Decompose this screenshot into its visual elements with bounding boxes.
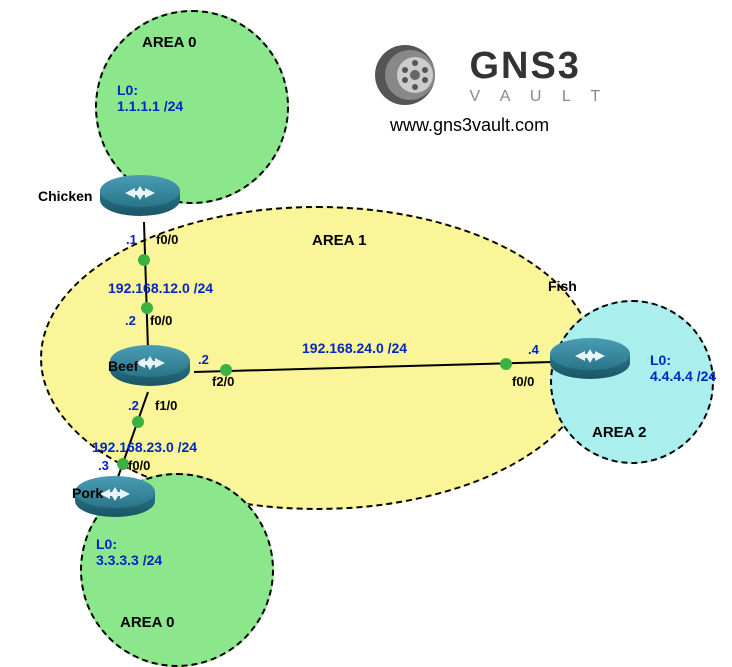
loopback-addr: 4.4.4.4 /24 [650, 368, 716, 384]
ip-label: .2 [198, 352, 209, 367]
subnet-beef-pork: 192.168.23.0 /24 [92, 439, 197, 455]
area0-top-label: AREA 0 [142, 34, 196, 51]
ip-label: .2 [125, 313, 136, 328]
subnet-beef-fish: 192.168.24.0 /24 [302, 340, 407, 356]
router-icon [120, 183, 160, 203]
router-label-pork: Pork [72, 485, 103, 501]
intf-label: f0/0 [150, 313, 172, 328]
ip-label: .3 [98, 458, 109, 473]
link-dot [132, 416, 144, 428]
loopback-addr: 3.3.3.3 /24 [96, 552, 162, 568]
router-chicken [100, 175, 180, 225]
loopback-fish: L0: 4.4.4.4 /24 [650, 352, 716, 384]
area1-label: AREA 1 [312, 232, 366, 249]
loopback-l0: L0: [96, 536, 117, 552]
router-icon [570, 346, 610, 366]
intf-label: f0/0 [128, 458, 150, 473]
ip-label: .2 [128, 398, 139, 413]
subnet-chicken-beef: 192.168.12.0 /24 [108, 280, 213, 296]
link-dot [138, 254, 150, 266]
area2-label: AREA 2 [592, 424, 646, 441]
ip-label: .4 [528, 342, 539, 357]
loopback-addr: 1.1.1.1 /24 [117, 98, 183, 114]
intf-label: f0/0 [156, 232, 178, 247]
router-label-fish: Fish [548, 278, 577, 294]
loopback-chicken: L0: 1.1.1.1 /24 [117, 82, 183, 114]
area0-bottom-label: AREA 0 [120, 614, 174, 631]
ip-label: .1 [126, 232, 137, 247]
link-beef-fish [194, 362, 552, 372]
loopback-pork: L0: 3.3.3.3 /24 [96, 536, 162, 568]
router-label-chicken: Chicken [38, 188, 92, 204]
intf-label: f0/0 [512, 374, 534, 389]
loopback-l0: L0: [650, 352, 671, 368]
loopback-l0: L0: [117, 82, 138, 98]
intf-label: f1/0 [155, 398, 177, 413]
intf-label: f2/0 [212, 374, 234, 389]
router-pork [75, 476, 155, 526]
router-fish [550, 338, 630, 388]
router-label-beef: Beef [108, 358, 138, 374]
link-dot [500, 358, 512, 370]
